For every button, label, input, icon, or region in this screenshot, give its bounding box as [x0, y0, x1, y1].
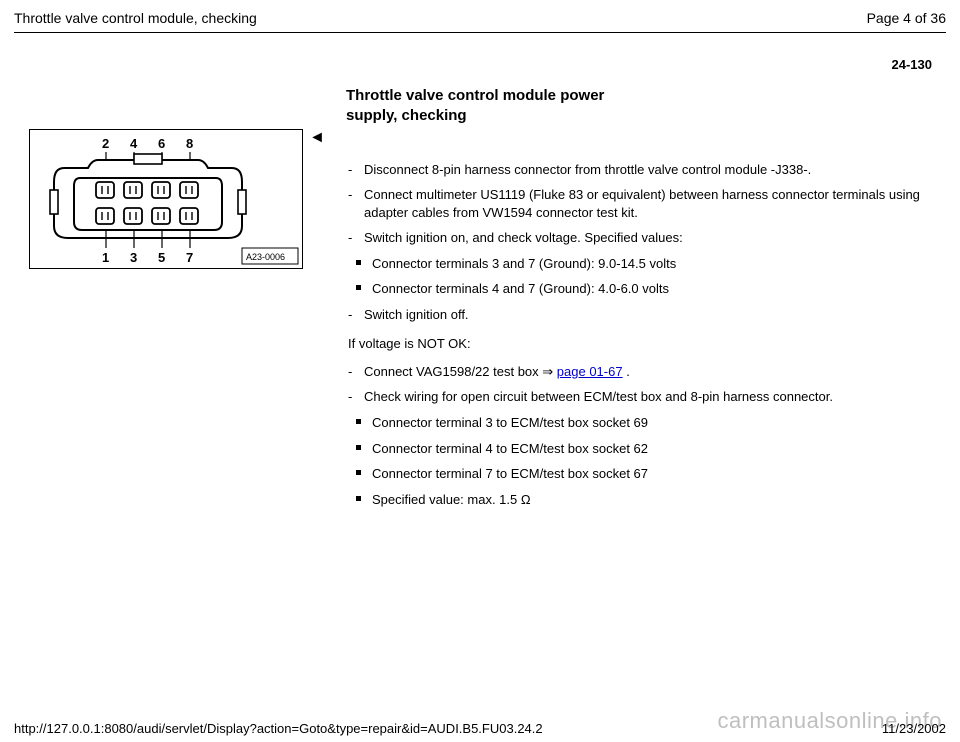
bullet-item: Specified value: max. 1.5 Ω [346, 487, 932, 513]
page-header: Throttle valve control module, checking … [0, 0, 960, 30]
footer-date: 11/23/2002 [882, 721, 946, 736]
bullet-item: Connector terminals 3 and 7 (Ground): 9.… [346, 251, 932, 277]
step-item: Disconnect 8-pin harness connector from … [346, 157, 932, 183]
bullet-item: Connector terminal 7 to ECM/test box soc… [346, 461, 932, 487]
steps-bullets-1: Connector terminals 3 and 7 (Ground): 9.… [346, 251, 932, 302]
steps-dash-1: Disconnect 8-pin harness connector from … [346, 157, 932, 251]
diagram-plate-code: A23-0006 [246, 252, 285, 262]
pointer-arrow-icon: ◄ [309, 129, 325, 146]
right-column: Throttle valve control module power supp… [346, 82, 932, 512]
steps-dash-1b: Switch ignition off. [346, 302, 932, 328]
diagram-label-bottom-0: 1 [102, 250, 109, 265]
bullet-item: Connector terminals 4 and 7 (Ground): 4.… [346, 276, 932, 302]
section-title-line1: Throttle valve control module power [346, 87, 604, 104]
diagram-label-top-0: 2 [102, 136, 109, 151]
header-rule [14, 32, 946, 33]
diagram-table: 2 4 6 8 [28, 128, 327, 270]
page-footer: http://127.0.0.1:8080/audi/servlet/Displ… [0, 721, 960, 736]
spec-value-text: Specified value: max. 1.5 [372, 492, 521, 507]
diagram-label-top-2: 6 [158, 136, 165, 151]
if-voltage-not-ok: If voltage is NOT OK: [348, 335, 932, 353]
bullet-item: Connector terminal 4 to ECM/test box soc… [346, 436, 932, 462]
diagram-label-bottom-2: 5 [158, 250, 165, 265]
connector-diagram: 2 4 6 8 [29, 129, 303, 269]
step-text-post: . [626, 364, 630, 379]
page-code: 24-130 [0, 57, 932, 72]
step-item: Connect VAG1598/22 test box ⇒ page 01-67… [346, 359, 932, 385]
diagram-label-bottom-3: 7 [186, 250, 193, 265]
diagram-label-bottom-1: 3 [130, 250, 137, 265]
section-title: Throttle valve control module power supp… [346, 86, 932, 127]
step-item: Connect multimeter US1119 (Fluke 83 or e… [346, 182, 932, 225]
footer-url: http://127.0.0.1:8080/audi/servlet/Displ… [14, 721, 543, 736]
header-page-label: Page 4 of 36 [867, 10, 946, 26]
step-text-pre: Connect VAG1598/22 test box [364, 364, 542, 379]
diagram-label-top-1: 4 [130, 136, 138, 151]
steps-bullets-2: Connector terminal 3 to ECM/test box soc… [346, 410, 932, 512]
section-title-line2: supply, checking [346, 107, 467, 124]
steps-dash-2: Connect VAG1598/22 test box ⇒ page 01-67… [346, 359, 932, 410]
left-column: 2 4 6 8 [28, 82, 328, 512]
diagram-label-top-3: 8 [186, 136, 193, 151]
step-item: Check wiring for open circuit between EC… [346, 384, 932, 410]
content-area: 2 4 6 8 [28, 82, 932, 512]
page-link[interactable]: page 01-67 [557, 364, 623, 379]
step-item: Switch ignition on, and check voltage. S… [346, 225, 932, 251]
bullet-item: Connector terminal 3 to ECM/test box soc… [346, 410, 932, 436]
ohm-symbol: Ω [521, 492, 531, 507]
header-title: Throttle valve control module, checking [14, 10, 257, 26]
step-item: Switch ignition off. [346, 302, 932, 328]
link-arrow-icon: ⇒ [542, 364, 553, 379]
